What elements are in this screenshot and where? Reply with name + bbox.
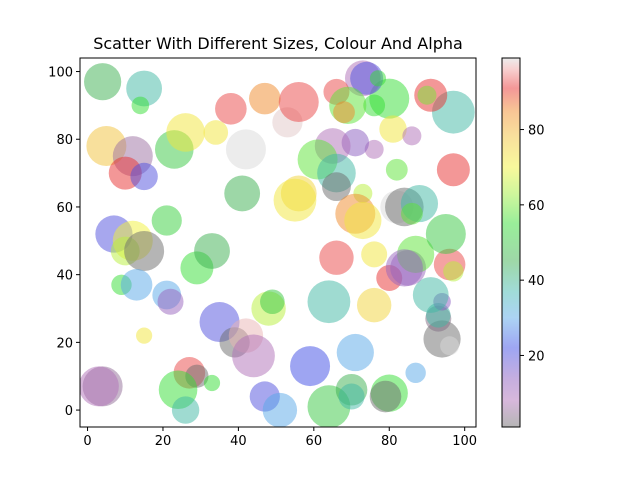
scatter-point bbox=[172, 396, 199, 423]
x-tick-label: 100 bbox=[452, 434, 477, 449]
x-axis: 0 20 40 60 80 100 bbox=[83, 427, 477, 449]
scatter-point bbox=[290, 346, 330, 386]
points-layer bbox=[79, 60, 475, 428]
scatter-point bbox=[260, 289, 285, 314]
scatter-point bbox=[337, 334, 374, 371]
scatter-point bbox=[84, 63, 121, 100]
scatter-point bbox=[124, 231, 164, 271]
x-tick-label: 60 bbox=[306, 434, 323, 449]
scatter-point bbox=[224, 176, 260, 212]
x-tick-label: 40 bbox=[230, 434, 247, 449]
chart-title: Scatter With Different Sizes, Colour And… bbox=[93, 34, 463, 53]
colorbar-tick-label: 20 bbox=[528, 349, 545, 364]
colorbar-tick-label: 60 bbox=[528, 199, 545, 214]
scatter-point bbox=[215, 93, 247, 125]
y-tick-label: 40 bbox=[56, 269, 73, 284]
scatter-point bbox=[402, 126, 421, 145]
scatter-point bbox=[386, 249, 423, 286]
scatter-point bbox=[426, 214, 466, 254]
scatter-point bbox=[370, 70, 386, 86]
scatter-point bbox=[79, 366, 119, 406]
y-tick-label: 100 bbox=[48, 66, 73, 81]
scatter-point bbox=[226, 129, 266, 169]
scatter-point bbox=[417, 86, 436, 105]
y-tick-label: 80 bbox=[56, 133, 73, 148]
colorbar-tick-label: 40 bbox=[528, 274, 545, 289]
scatter-point bbox=[152, 205, 182, 235]
colorbar bbox=[502, 58, 520, 427]
scatter-point bbox=[263, 393, 297, 427]
y-tick-label: 0 bbox=[65, 404, 73, 419]
scatter-point bbox=[379, 115, 406, 142]
scatter-point bbox=[158, 289, 184, 315]
x-tick-label: 20 bbox=[155, 434, 172, 449]
y-tick-label: 60 bbox=[56, 201, 73, 216]
scatter-point bbox=[361, 241, 387, 267]
scatter-point bbox=[443, 261, 463, 281]
scatter-point bbox=[339, 384, 365, 410]
scatter-point bbox=[279, 82, 319, 122]
x-tick-label: 0 bbox=[83, 434, 91, 449]
scatter-point bbox=[386, 159, 408, 181]
scatter-point bbox=[333, 101, 355, 123]
x-tick-label: 80 bbox=[381, 434, 398, 449]
scatter-point bbox=[194, 233, 230, 269]
colorbar-axis: 20 40 60 80 bbox=[520, 124, 545, 365]
y-axis: 0 20 40 60 80 100 bbox=[48, 66, 80, 420]
scatter-point bbox=[437, 153, 470, 186]
scatter-point bbox=[166, 113, 205, 152]
scatter-point bbox=[232, 335, 275, 378]
scatter-point bbox=[204, 375, 220, 391]
scatter-point bbox=[308, 280, 351, 323]
scatter-point bbox=[370, 381, 402, 413]
y-tick-label: 20 bbox=[56, 336, 73, 351]
scatter-point bbox=[274, 179, 317, 222]
scatter-point bbox=[132, 97, 150, 115]
scatter-point bbox=[136, 327, 152, 343]
scatter-point bbox=[203, 120, 228, 145]
scatter-point bbox=[249, 83, 281, 115]
scatter-point bbox=[357, 288, 391, 322]
scatter-point bbox=[440, 336, 459, 355]
scatter-point bbox=[344, 202, 381, 239]
scatter-point bbox=[319, 241, 353, 275]
scatter-point bbox=[405, 363, 425, 383]
scatter-point bbox=[363, 94, 385, 116]
scatter-point bbox=[130, 163, 157, 190]
colorbar-tick-label: 80 bbox=[528, 124, 545, 139]
scatter-point bbox=[121, 269, 153, 301]
scatter-point bbox=[401, 203, 423, 225]
